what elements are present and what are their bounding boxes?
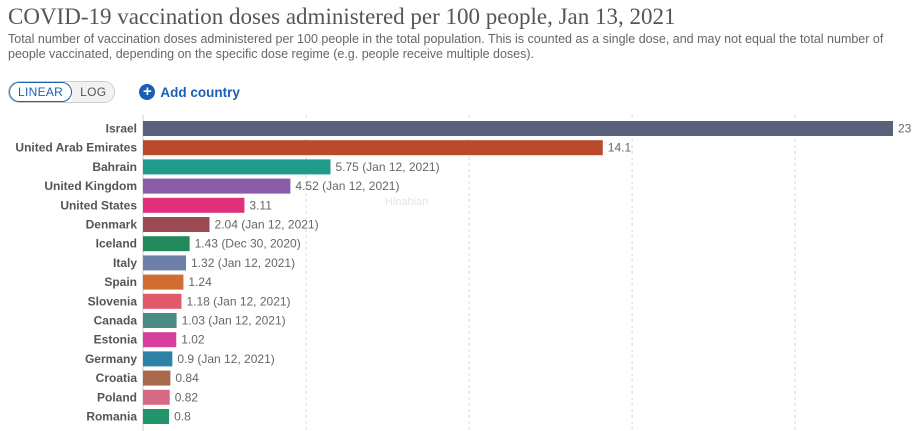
bar (143, 159, 331, 175)
bar (143, 332, 177, 348)
chart-subtitle: Total number of vaccination doses admini… (8, 32, 884, 61)
value-label: 1.32 (Jan 12, 2021) (191, 256, 295, 270)
country-label: Slovenia (88, 294, 138, 308)
country-label: United Arab Emirates (15, 141, 137, 155)
country-label: Estonia (94, 333, 138, 347)
country-label: Israel (106, 122, 137, 136)
value-label: 14.1 (608, 141, 632, 155)
country-label: Spain (104, 275, 137, 289)
country-label: Germany (85, 352, 137, 366)
value-label: 0.82 (175, 390, 199, 404)
value-label: 5.75 (Jan 12, 2021) (336, 160, 440, 174)
value-label: 1.43 (Dec 30, 2020) (195, 237, 301, 251)
value-label: 0.8 (174, 410, 191, 424)
value-label: 1.02 (181, 333, 205, 347)
bar (143, 351, 173, 367)
country-label: United States (60, 198, 137, 212)
plus-circle-icon: + (139, 84, 156, 100)
bar (143, 236, 190, 252)
bar (143, 389, 170, 405)
value-label: 1.24 (188, 275, 212, 289)
chart-title: COVID-19 vaccination doses administered … (8, 4, 676, 29)
add-country-label: Add country (160, 84, 240, 100)
value-label: 3.11 (249, 198, 272, 212)
linear-scale-button[interactable]: LINEAR (9, 82, 73, 102)
bar (143, 293, 182, 309)
log-scale-button[interactable]: LOG (72, 82, 115, 102)
country-label: United Kingdom (44, 179, 137, 193)
country-label: Canada (94, 314, 138, 328)
bar (143, 255, 187, 271)
scale-toggle: LINEAR LOG (8, 81, 116, 103)
value-label: 0.84 (175, 371, 199, 385)
bar (143, 140, 603, 156)
country-label: Croatia (96, 371, 138, 385)
bar (143, 313, 177, 328)
country-label: Romania (86, 410, 137, 424)
bar (143, 178, 291, 194)
bar-chart: Israel 23 United Arab Emirates 14.1 Bahrain 5… (15, 115, 912, 431)
country-label: Iceland (96, 237, 137, 251)
bar (143, 121, 893, 136)
value-label: 23 (898, 122, 912, 136)
bar (143, 370, 171, 386)
country-label: Italy (113, 256, 137, 270)
bar (143, 274, 184, 290)
bar (143, 197, 245, 213)
value-label: 1.18 (Jan 12, 2021) (186, 294, 290, 308)
chart-controls: LINEAR LOG + Add country (8, 81, 240, 103)
country-label: Poland (97, 390, 137, 404)
country-label: Denmark (86, 218, 138, 232)
value-label: 1.03 (Jan 12, 2021) (182, 314, 286, 328)
value-label: 0.9 (Jan 12, 2021) (177, 352, 274, 366)
bar (143, 217, 210, 232)
value-label: 4.52 (Jan 12, 2021) (295, 179, 399, 193)
value-label: 2.04 (Jan 12, 2021) (215, 218, 319, 232)
country-label: Bahrain (92, 160, 137, 174)
bar (143, 409, 170, 424)
add-country-button[interactable]: + Add country (139, 84, 240, 100)
